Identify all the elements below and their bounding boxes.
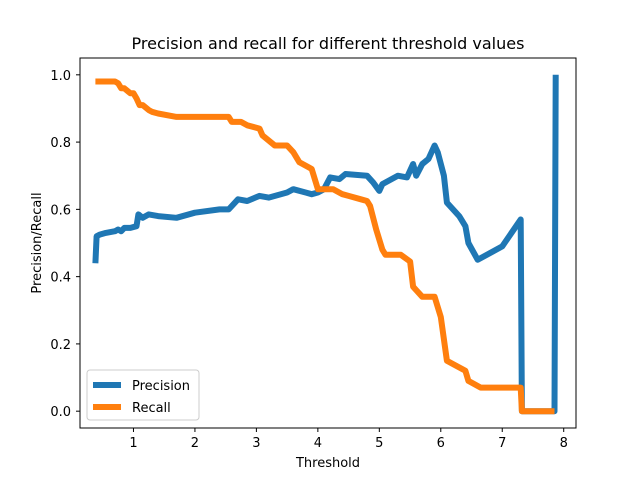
x-axis-label: Threshold: [295, 456, 360, 471]
x-tick-label: 8: [560, 436, 568, 451]
x-tick-label: 6: [437, 436, 445, 451]
series-line-recall: [95, 78, 555, 415]
y-tick-label: 0.0: [50, 405, 71, 420]
y-axis: 0.0 0.2 0.4 0.6 0.8 1.0: [50, 69, 80, 420]
x-tick-label: 3: [252, 436, 260, 451]
x-tick-label: 7: [498, 436, 506, 451]
y-tick-label: 1.0: [50, 69, 71, 84]
plot-area: [92, 74, 559, 415]
legend-label-precision: Precision: [132, 379, 190, 394]
y-axis-label: Precision/Recall: [30, 192, 45, 293]
y-tick-label: 0.8: [50, 136, 71, 151]
x-tick-label: 4: [314, 436, 322, 451]
axes-frame: [79, 57, 577, 429]
x-axis: 1 2 3 4 5 6 7 8: [129, 428, 568, 451]
series-line-precision: [92, 74, 559, 415]
legend: Precision Recall: [86, 369, 200, 421]
legend-label-recall: Recall: [132, 401, 171, 416]
chart-title: Precision and recall for different thres…: [132, 34, 525, 53]
y-tick-label: 0.6: [50, 203, 71, 218]
x-tick-label: 2: [191, 436, 199, 451]
y-tick-label: 0.2: [50, 338, 71, 353]
y-tick-label: 0.4: [50, 271, 71, 286]
x-tick-label: 5: [375, 436, 383, 451]
x-tick-label: 1: [129, 436, 137, 451]
